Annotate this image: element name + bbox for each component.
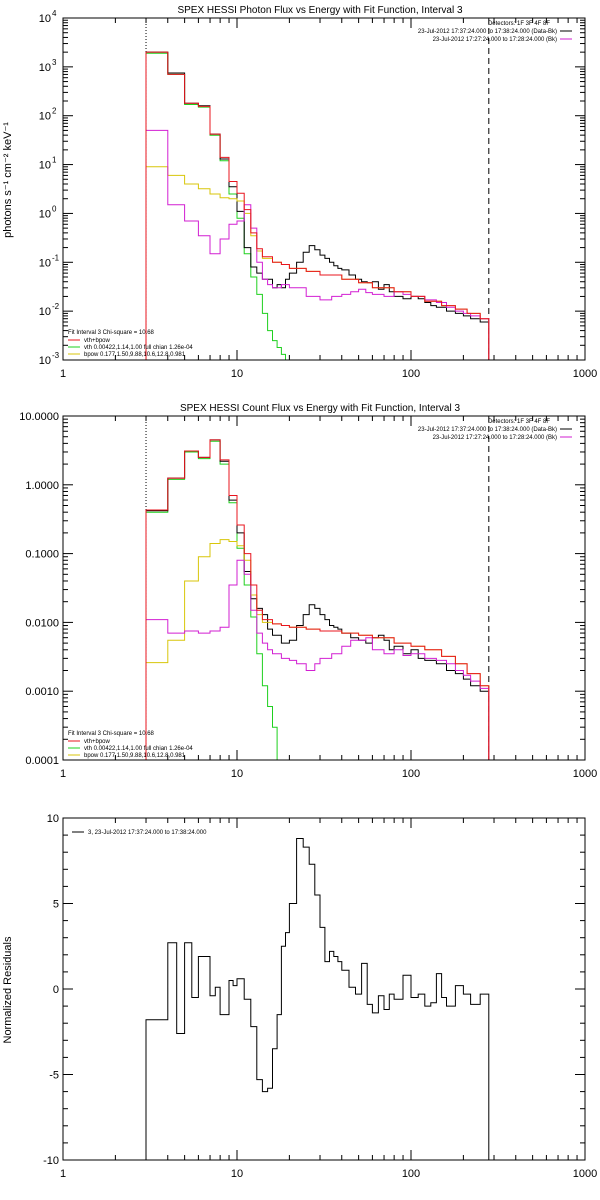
x-tick-label: 1 xyxy=(60,368,66,380)
series-line-1 xyxy=(145,51,490,360)
y-tick-exponent: 0 xyxy=(52,204,57,213)
y-tick-label: 10 xyxy=(39,111,51,123)
panel2-legend-right: Detectors: 1F 3F 4F 8F 23-Jul-2012 17:37… xyxy=(418,419,572,441)
panel1-ylabel: photons s⁻¹ cm⁻² keV⁻¹ xyxy=(2,122,14,238)
y-tick-exponent: 4 xyxy=(52,9,57,18)
panel2-plot: 1 10 100 1000 0.0001 0.0010 0.0100 0.1000 1.0000… xyxy=(19,411,597,780)
y-tick-exponent: 1 xyxy=(52,156,57,165)
y-tick-label: 0.0100 xyxy=(25,617,59,629)
x-tick-label: 1000 xyxy=(573,1168,597,1180)
x-tick-label: 10 xyxy=(231,368,243,380)
y-tick-exponent: 3 xyxy=(52,58,57,67)
series-line-3 xyxy=(145,559,490,760)
series-line-2 xyxy=(145,166,490,360)
panel1-legend-bpow: bpow 0.177,1.50,9.88,10.6,12.8,0.981 xyxy=(84,352,186,358)
panel2-legend-left: Fit Interval 3 Chi-square = 10.68 vth+bp… xyxy=(68,731,193,759)
y-tick-label: 0.0001 xyxy=(25,755,59,767)
panel1-fit-header: Fit Interval 3 Chi-square = 10.68 xyxy=(68,330,155,336)
panel1-legend-left: Fit Interval 3 Chi-square = 10.68 vth+bp… xyxy=(68,330,193,358)
series-line-0 xyxy=(145,838,490,1160)
y-tick-label: 10 xyxy=(39,257,51,269)
x-tick-label: 100 xyxy=(402,1168,420,1180)
y-tick-label: 10 xyxy=(39,160,51,172)
series-line-0 xyxy=(145,52,290,360)
panel2-detectors: Detectors: 1F 3F 4F 8F xyxy=(488,419,550,425)
panel3-ylabel: Normalized Residuals xyxy=(2,936,14,1043)
x-tick-label: 10 xyxy=(231,768,243,780)
x-tick-label: 1000 xyxy=(573,768,597,780)
plot-frame xyxy=(62,17,586,361)
panel2-legend-vth: vth 0.00422,1.14,1.00 full chian 1.26e-0… xyxy=(84,746,193,752)
panel2-legend-bk: 23-Jul-2012 17:27:24.000 to 17:28:24.000… xyxy=(433,435,557,441)
panel2-fit-header: Fit Interval 3 Chi-square = 10.68 xyxy=(68,731,155,737)
y-tick-label: 0.1000 xyxy=(25,549,59,561)
panel2-title: SPEX HESSI Count Flux vs Energy with Fit… xyxy=(180,403,461,414)
residuals-panel: Normalized Residuals 1 10 100 1000 -10 -5 0 5 10… xyxy=(2,813,597,1180)
y-tick-label: -5 xyxy=(49,1070,59,1082)
x-tick-label: 10 xyxy=(231,1168,243,1180)
y-tick-label: 10.0000 xyxy=(19,411,59,423)
y-tick-exponent: -2 xyxy=(52,302,60,311)
x-tick-label: 100 xyxy=(402,368,420,380)
panel1-detectors: Detectors: 1F 3F 4F 8F xyxy=(488,21,550,27)
y-tick-label: 10 xyxy=(39,355,51,367)
panel2-legend-bpow: bpow 0.177,1.50,9.88,10.6,12.8,0.981 xyxy=(84,753,186,759)
series-line-4 xyxy=(145,439,490,760)
panel1-legend-data: 23-Jul-2012 17:37:24.000 to 17:38:24.000… xyxy=(418,29,557,35)
y-tick-label: 1.0000 xyxy=(25,480,59,492)
y-tick-label: 10 xyxy=(39,13,51,25)
y-tick-label: -10 xyxy=(43,1155,59,1167)
x-tick-label: 1000 xyxy=(573,368,597,380)
series-line-0 xyxy=(145,440,282,760)
y-tick-label: 0 xyxy=(53,984,59,996)
panel1-legend-right: Detectors: 1F 3F 4F 8F 23-Jul-2012 17:37… xyxy=(418,21,572,43)
panel2-legend-total: vth+bpow xyxy=(84,739,111,745)
count-flux-panel: SPEX HESSI Count Flux vs Energy with Fit… xyxy=(19,403,597,780)
panel3-legend: 3, 23-Jul-2012 17:37:24.000 to 17:38:24.… xyxy=(72,830,207,836)
y-tick-label: 10 xyxy=(39,208,51,220)
y-tick-label: 10 xyxy=(39,306,51,318)
panel1-legend-bk: 23-Jul-2012 17:27:24.000 to 17:28:24.000… xyxy=(433,37,557,43)
x-tick-label: 1 xyxy=(60,1168,66,1180)
series-line-4 xyxy=(145,51,490,360)
x-tick-label: 1 xyxy=(60,768,66,780)
y-tick-exponent: -3 xyxy=(52,351,60,360)
y-tick-label: 5 xyxy=(53,899,59,911)
photon-flux-panel: SPEX HESSI Photon Flux vs Energy with Fi… xyxy=(2,5,597,380)
panel1-legend-total: vth+bpow xyxy=(84,338,111,344)
y-tick-label: 10 xyxy=(39,62,51,74)
series-line-1 xyxy=(145,439,490,760)
plot-frame xyxy=(62,817,586,1161)
y-tick-label: 0.0010 xyxy=(25,686,59,698)
y-tick-exponent: -1 xyxy=(52,253,60,262)
plot-frame xyxy=(62,415,586,761)
x-tick-label: 100 xyxy=(402,768,420,780)
series-line-3 xyxy=(145,129,490,360)
panel3-plot: 1 10 100 1000 -10 -5 0 5 10 xyxy=(43,813,597,1180)
panel1-title: SPEX HESSI Photon Flux vs Energy with Fi… xyxy=(177,5,463,16)
panel1-legend-vth: vth 0.00422,1.14,1.00 full chian 1.26e-0… xyxy=(84,345,193,351)
panel3-legend-entry: 3, 23-Jul-2012 17:37:24.000 to 17:38:24.… xyxy=(88,830,207,836)
y-tick-exponent: 2 xyxy=(52,107,57,116)
y-tick-label: 10 xyxy=(47,813,59,825)
panel2-legend-data: 23-Jul-2012 17:37:24.000 to 17:38:24.000… xyxy=(418,427,557,433)
